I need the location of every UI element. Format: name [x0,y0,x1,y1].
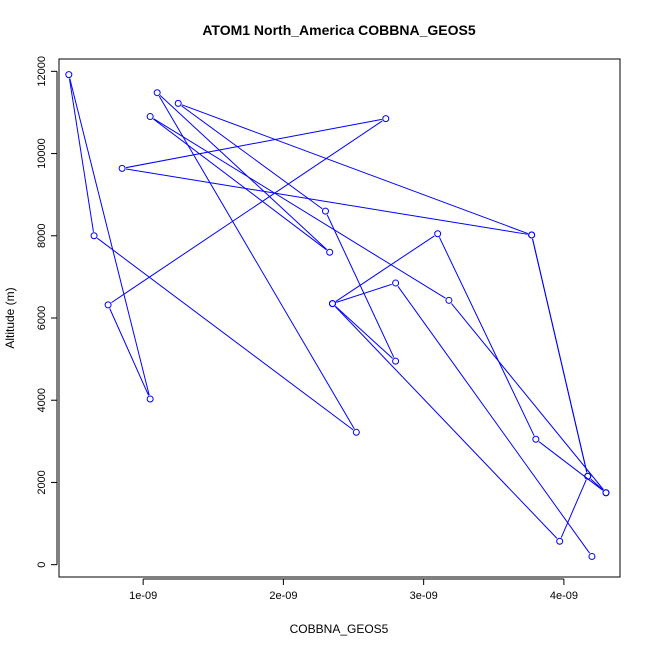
y-tick-label: 12000 [36,56,48,87]
chart-title: ATOM1 North_America COBBNA_GEOS5 [202,22,476,38]
series-segment [111,120,383,304]
series-segment [159,95,328,250]
series-segment [538,441,604,491]
series-segment [158,95,355,430]
series-segment [69,78,150,396]
data-point [104,301,112,309]
series-segment [532,238,588,473]
data-point [528,231,536,239]
series-segment [125,118,382,169]
series-segment [181,105,323,210]
x-tick-label: 3e-09 [410,590,438,602]
series-segment [334,306,558,539]
series-segment [335,305,393,359]
y-tick-label: 4000 [36,388,48,412]
series-layer [65,71,610,560]
data-point [382,115,390,123]
x-axis: 1e-09 2e-09 3e-09 4e-09 [129,578,578,602]
series-segment [451,303,604,490]
series-segment [153,118,327,251]
series-segment [68,78,94,232]
data-point [65,71,73,79]
data-point [321,207,329,215]
y-tick-label: 10000 [36,138,48,169]
x-tick-label: 1e-09 [129,590,157,602]
data-point [326,248,334,256]
series-segment [326,214,395,358]
series-segment [335,235,435,302]
x-tick-label: 4e-09 [550,590,578,602]
series-segment [109,308,149,396]
data-point [146,113,154,121]
data-point [174,99,182,107]
x-tick-label: 2e-09 [269,590,297,602]
series-segment [181,104,529,235]
data-point [532,435,540,443]
series-segment [125,168,528,235]
series-segment [153,118,446,299]
data-point [118,164,126,172]
data-point [392,357,400,365]
series-segment [397,286,591,554]
data-point [392,279,400,287]
data-point [556,537,564,545]
data-point [328,300,336,308]
y-tick-label: 6000 [36,306,48,330]
y-tick-label: 2000 [36,470,48,494]
data-point [584,472,592,480]
y-axis: 0 2000 4000 6000 8000 10000 12000 [36,56,58,568]
data-point [90,232,98,240]
y-tick-label: 0 [36,562,48,568]
data-point [588,552,596,560]
series-segment [96,237,354,431]
series-segment [438,237,535,436]
data-point [153,89,161,97]
data-point [146,395,154,403]
data-point [602,489,610,497]
series-segment [590,478,604,491]
y-axis-label: Altitude (m) [3,287,17,348]
y-tick-label: 8000 [36,224,48,248]
plot-frame [58,58,621,578]
data-point [445,296,453,304]
x-axis-label: COBBNA_GEOS5 [290,622,389,636]
data-point [352,428,360,436]
series-segment [560,479,587,538]
data-point [434,230,442,238]
